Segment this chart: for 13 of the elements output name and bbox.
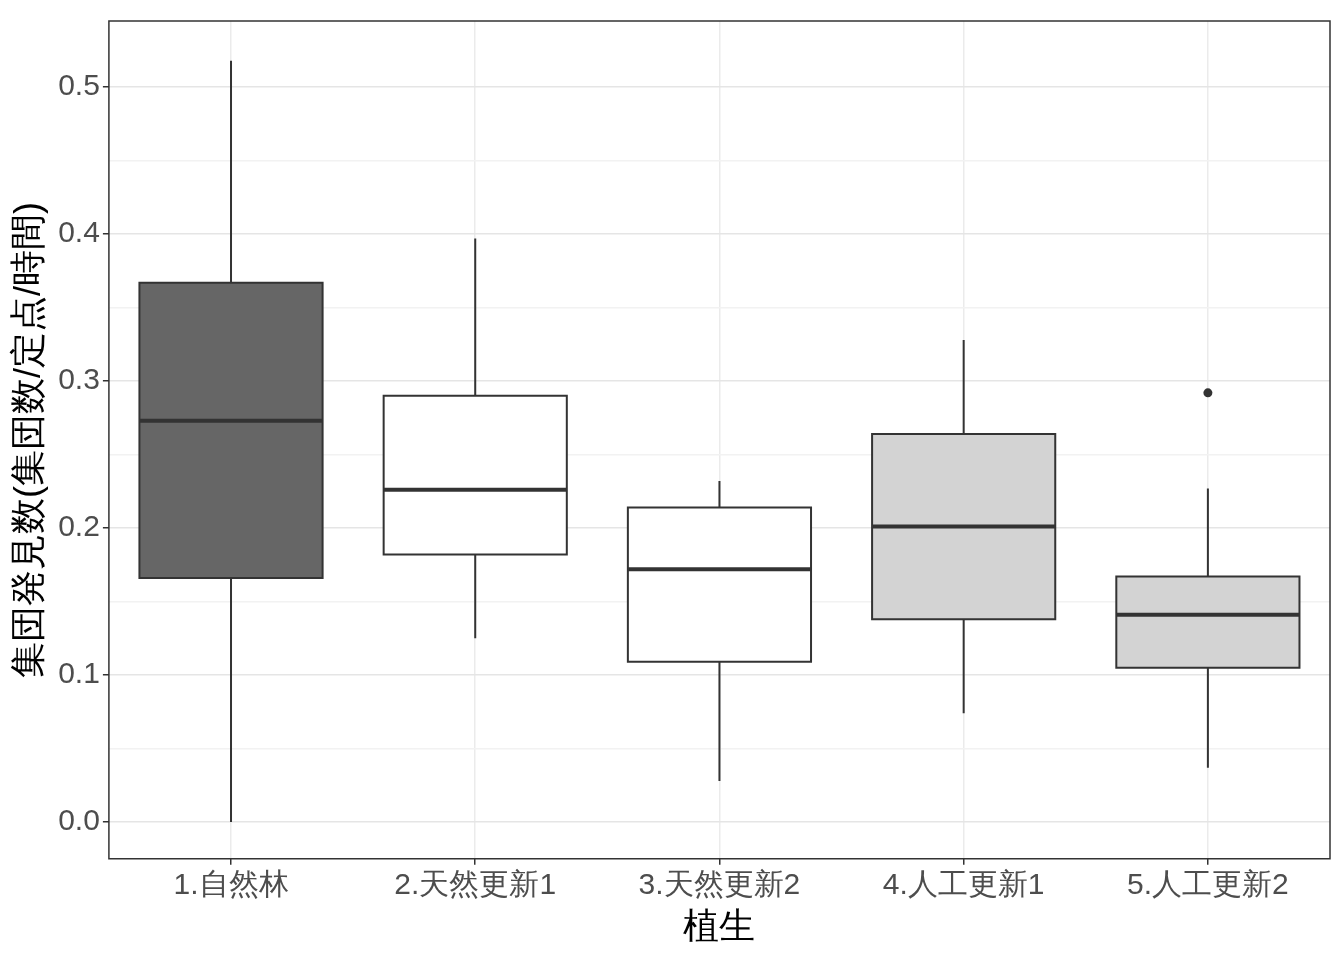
x-tick-label: 1.自然林 — [173, 867, 289, 901]
y-axis-title: 集団発見数(集団数/定点/時間) — [6, 201, 48, 678]
x-tick-label: 2.天然更新1 — [394, 867, 557, 901]
y-tick-label: 0.0 — [58, 803, 100, 837]
y-tick-label: 0.5 — [58, 68, 100, 102]
y-tick-label: 0.3 — [58, 362, 100, 396]
y-tick-label: 0.1 — [58, 656, 100, 690]
y-tick-label: 0.4 — [58, 215, 100, 249]
x-tick-label: 4.人工更新1 — [882, 867, 1045, 901]
x-tick-label: 5.人工更新2 — [1127, 867, 1289, 901]
x-tick-label: 3.天然更新2 — [638, 867, 801, 901]
x-axis-title: 植生 — [683, 905, 756, 947]
y-tick-label: 0.2 — [58, 509, 100, 543]
